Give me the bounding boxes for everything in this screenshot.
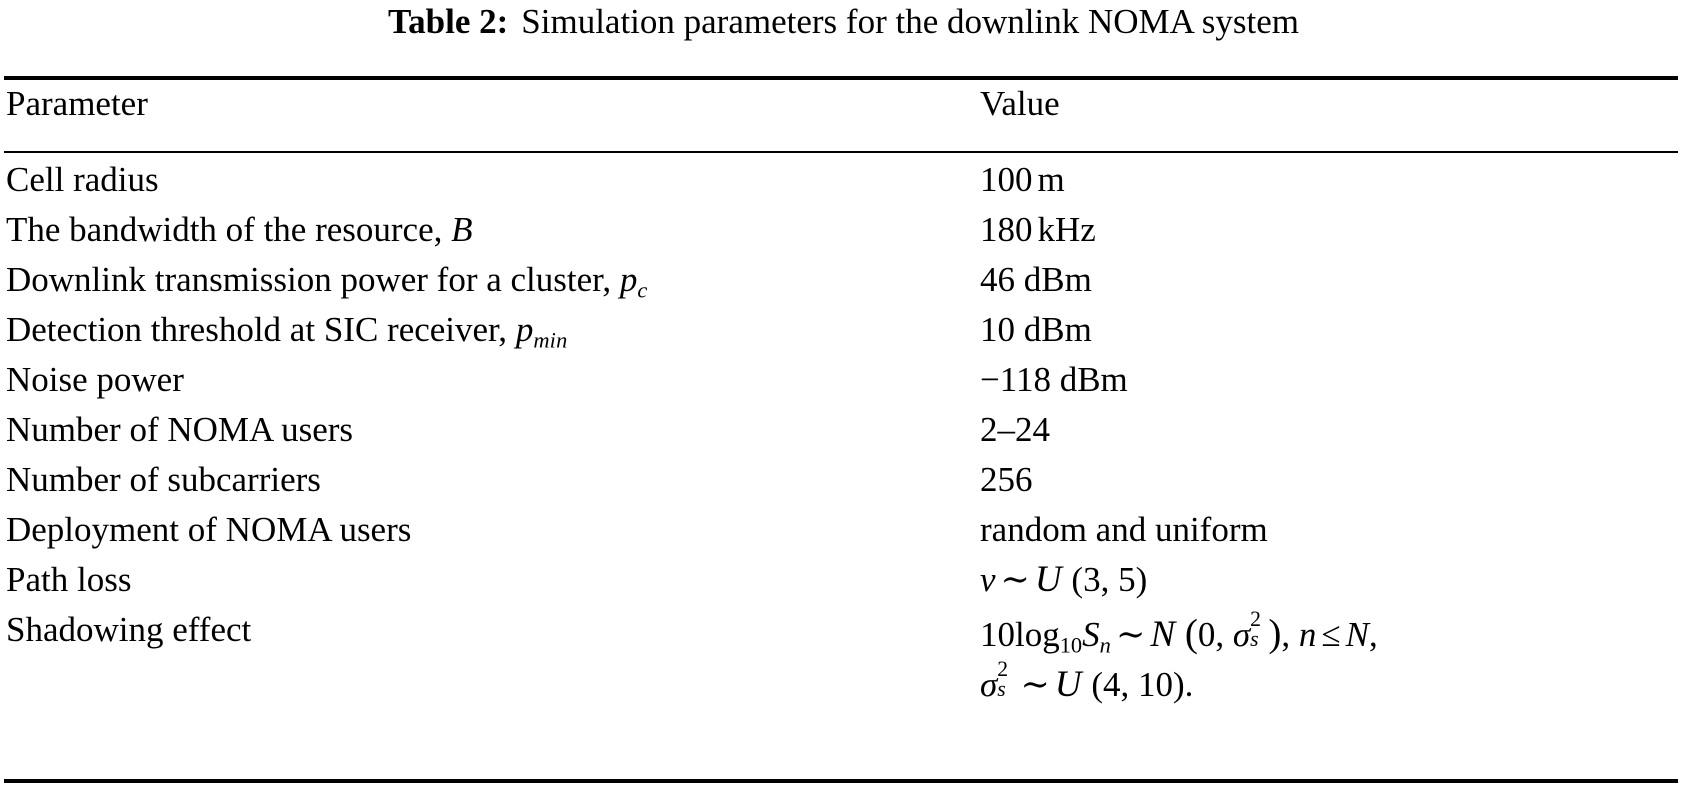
parameter-label: Deployment of NOMA users xyxy=(6,510,412,549)
value-cell: 46 dBm xyxy=(980,261,1092,299)
parameter-symbol-subscript: c xyxy=(637,277,648,303)
value-number: 10 xyxy=(980,310,1015,349)
math-comma: , xyxy=(1120,665,1130,704)
value-number: 100 xyxy=(980,160,1033,199)
value-cell: random and uniform xyxy=(980,510,1268,549)
math-variable-n: n xyxy=(1298,615,1317,654)
table-row: Number of subcarriers xyxy=(6,461,321,499)
math-paren-close: ) xyxy=(1268,612,1282,655)
math-comma: , xyxy=(1100,560,1110,599)
math-dist-uniform: U xyxy=(1034,559,1062,600)
value-cell: 180 kHz xyxy=(980,211,1096,249)
table-top-rule xyxy=(4,76,1678,80)
table-caption-label: Table 2: xyxy=(388,2,509,41)
parameter-label: Number of subcarriers xyxy=(6,460,321,499)
math-relation-tilde: ∼ xyxy=(1000,560,1030,599)
math-dist-uniform: U xyxy=(1054,664,1082,705)
column-header-value: Value xyxy=(980,84,1060,123)
math-sigma-exponent: 2 xyxy=(997,657,1009,682)
table-row: Shadowing effect xyxy=(6,611,251,649)
value-cell: −118 dBm xyxy=(980,360,1128,399)
math-relation-tilde: ∼ xyxy=(1116,615,1146,654)
parameter-label: Detection threshold at SIC receiver, xyxy=(6,310,508,349)
table-row: Noise power xyxy=(6,361,184,399)
value-cell-formula: v ∼ U (3, 5) xyxy=(980,561,1147,599)
math-range-high: 5 xyxy=(1118,560,1136,599)
math-range-low: 3 xyxy=(1083,560,1101,599)
parameter-label: Downlink transmission power for a cluste… xyxy=(6,260,612,299)
math-dist-normal: N xyxy=(1150,614,1176,655)
math-paren-open: ( xyxy=(1091,665,1103,704)
table-bottom-rule xyxy=(4,779,1678,783)
parameter-symbol-subscript: min xyxy=(533,327,568,353)
math-mean: 0 xyxy=(1197,615,1216,654)
table-row: Deployment of NOMA users xyxy=(6,511,411,549)
math-variable-S: S xyxy=(1082,615,1100,654)
math-sigma-subscript: s xyxy=(997,677,1006,702)
table-caption: Table 2: Simulation parameters for the do… xyxy=(0,0,1687,44)
parameter-symbol: p xyxy=(515,310,534,349)
math-variable-N: N xyxy=(1345,615,1369,654)
math-sigma: σ xyxy=(980,665,998,704)
column-header-parameter: Parameter xyxy=(6,84,148,123)
value-cell-formula-line1: 10log10Sn ∼ N (0, σ 2 s), n ≤ N, xyxy=(980,607,1378,665)
table-row: Detection threshold at SIC receiver, pmi… xyxy=(6,311,568,360)
math-relation-tilde: ∼ xyxy=(1020,665,1050,704)
math-range-high: 10 xyxy=(1137,665,1173,704)
parameter-label: Number of NOMA users xyxy=(6,410,354,449)
math-range-low: 4 xyxy=(1102,665,1121,704)
parameter-symbol: p xyxy=(619,260,638,299)
math-variable-S-subscript: n xyxy=(1099,632,1112,658)
value-cell: 2–24 xyxy=(980,410,1050,449)
parameter-label: Noise power xyxy=(6,360,184,399)
value-cell: 100 m xyxy=(980,161,1065,199)
table-row: Downlink transmission power for a cluste… xyxy=(6,261,648,310)
parameter-label: Path loss xyxy=(6,560,132,599)
math-comma: , xyxy=(1215,615,1225,654)
math-sigma-subscript: s xyxy=(1250,627,1259,652)
value-number: 46 xyxy=(980,260,1015,299)
math-sigma: σ xyxy=(1232,615,1251,654)
table-row: The bandwidth of the resource, B xyxy=(6,211,473,249)
math-trailing-comma: , xyxy=(1369,615,1378,654)
table-row: Number of NOMA users xyxy=(6,411,353,449)
value-unit: m xyxy=(1037,160,1065,199)
math-relation-leq: ≤ xyxy=(1321,615,1341,654)
table-caption-text: Simulation parameters for the downlink N… xyxy=(521,2,1299,41)
math-variable-v: v xyxy=(980,560,996,599)
parameter-label: Cell radius xyxy=(6,160,159,199)
math-ten-log: 10log xyxy=(980,615,1060,654)
table-header-rule xyxy=(4,151,1678,153)
math-paren-open: ( xyxy=(1071,560,1084,599)
table-row: Cell radius xyxy=(6,161,159,199)
table-row: Path loss xyxy=(6,561,131,599)
parameter-symbol: B xyxy=(451,210,473,249)
value-unit: dBm xyxy=(1023,310,1092,349)
value-unit: dBm xyxy=(1023,260,1092,299)
math-comma: , xyxy=(1281,615,1291,654)
math-paren-close: ) xyxy=(1135,560,1148,599)
math-paren-open: ( xyxy=(1184,612,1198,655)
parameter-label: Shadowing effect xyxy=(6,610,252,649)
value-unit: kHz xyxy=(1037,210,1096,249)
math-log-base: 10 xyxy=(1059,632,1083,658)
math-sigma-exponent: 2 xyxy=(1250,607,1262,632)
value-cell-formula-line2: σ 2 s ∼ U (4, 10). xyxy=(980,657,1194,705)
value-number: 180 xyxy=(980,210,1033,249)
value-cell: 10 dBm xyxy=(980,311,1092,349)
value-cell: 256 xyxy=(980,460,1033,499)
math-paren-close: ) xyxy=(1172,665,1185,704)
parameter-label: The bandwidth of the resource, xyxy=(6,210,443,249)
math-period: . xyxy=(1184,665,1194,704)
